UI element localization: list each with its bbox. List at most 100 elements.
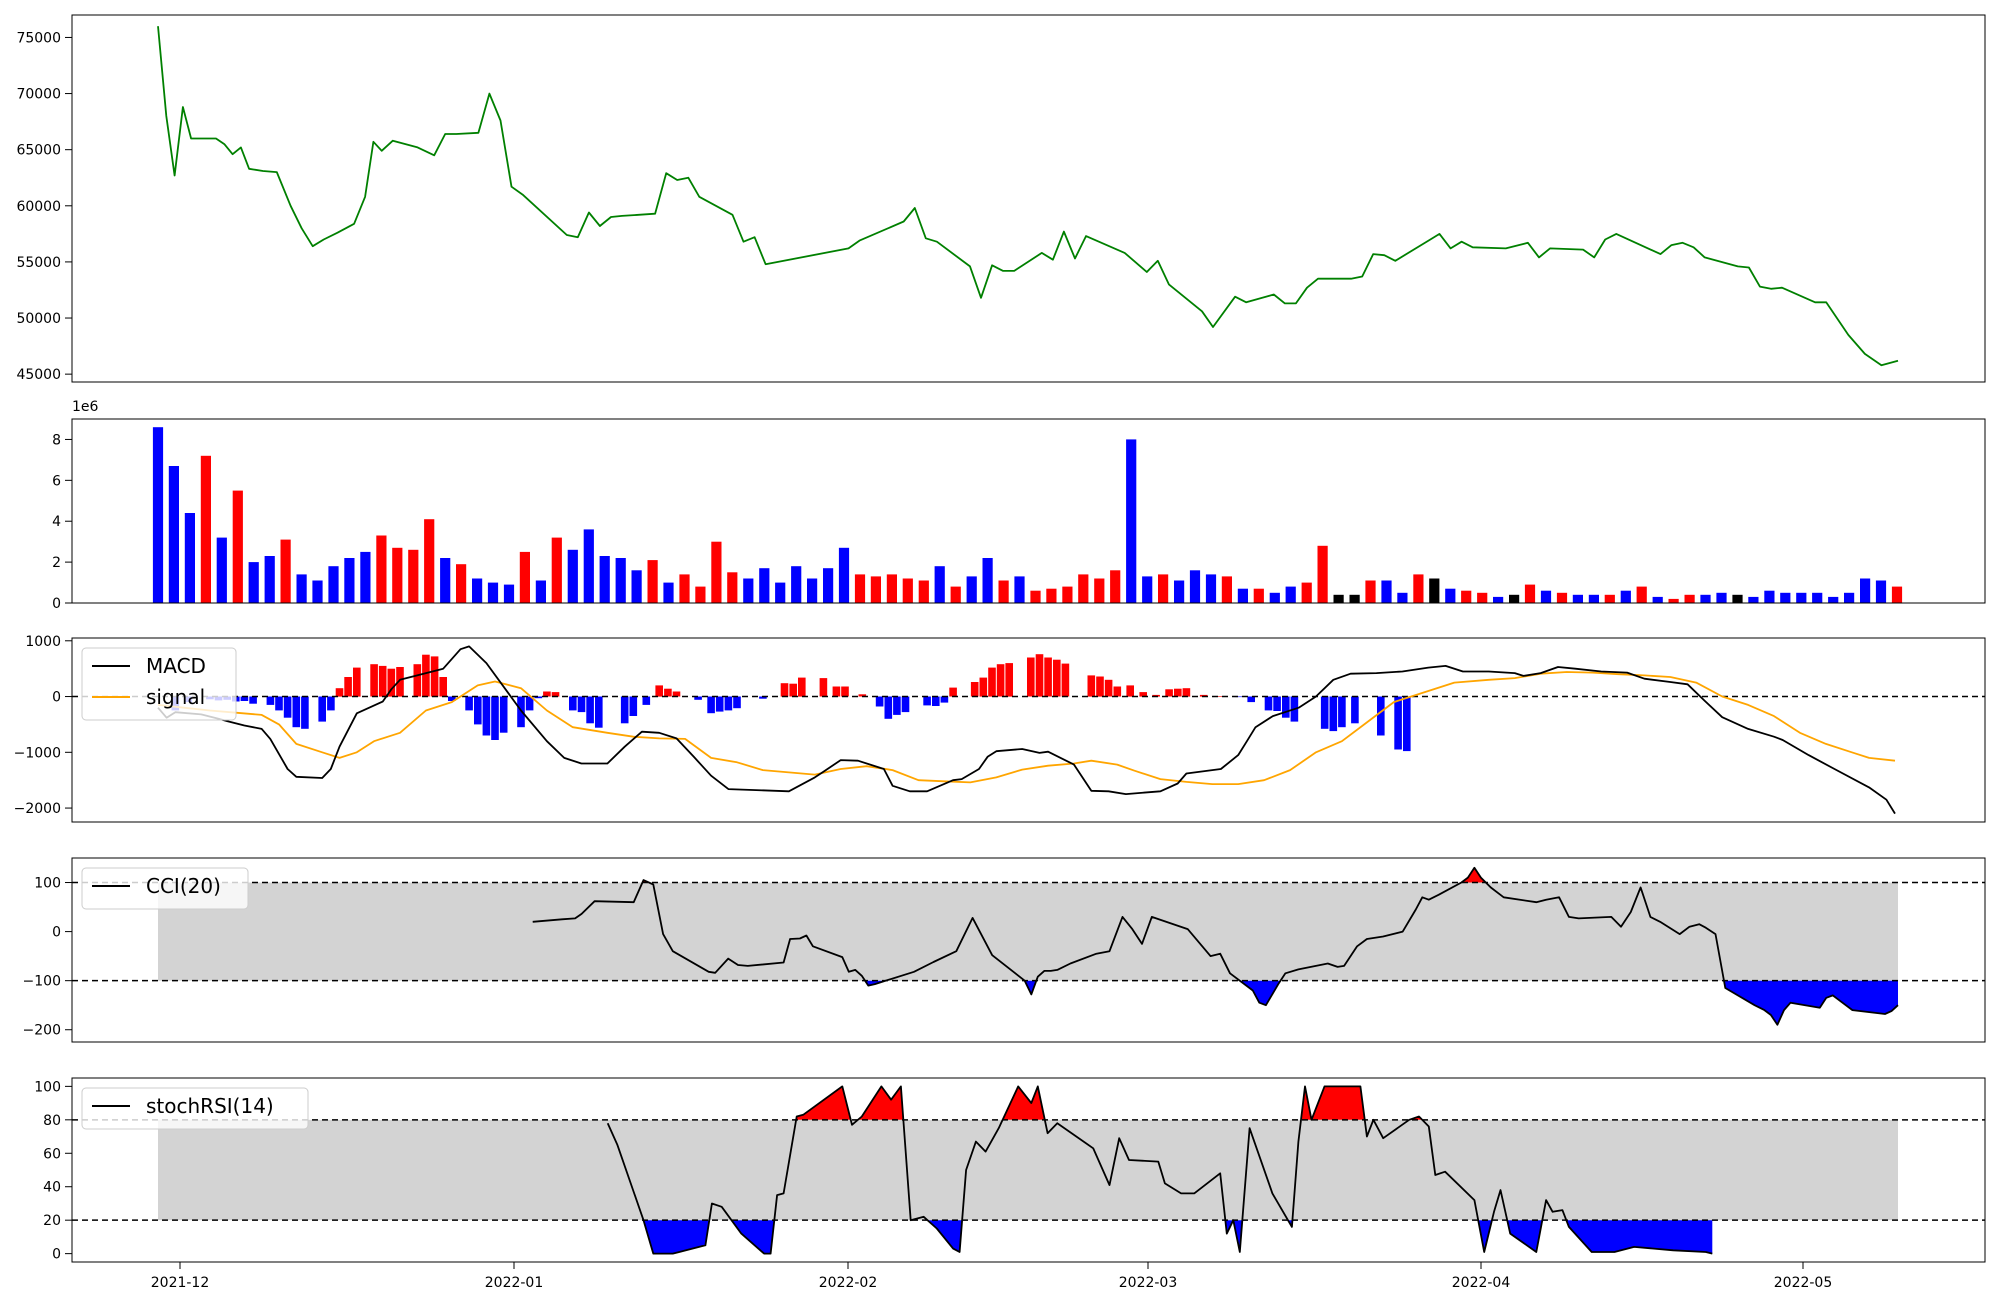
- volume-bar: [934, 566, 945, 603]
- macd-hist-bar: [595, 696, 603, 728]
- macd-hist-bar: [465, 696, 473, 711]
- y-tick-label: 1000: [25, 634, 61, 650]
- macd-hist-bar: [301, 696, 309, 729]
- macd-hist-bar: [275, 696, 283, 711]
- legend-box: [81, 867, 249, 910]
- volume-bar: [216, 537, 227, 603]
- x-tick-label: 2022-04: [1452, 1275, 1511, 1291]
- volume-bar: [1652, 596, 1663, 603]
- stochrsi-oversold-fill: [643, 1220, 710, 1254]
- legend-label-cci-20-: CCI(20): [146, 874, 221, 898]
- macd-hist-bar: [569, 696, 577, 711]
- cci-axes: −200 −100 0 100: [23, 876, 72, 1039]
- volume-bar: [456, 564, 467, 603]
- macd-hist-bar: [439, 677, 447, 697]
- volume-bar: [1588, 594, 1599, 603]
- macd-hist-bar: [586, 696, 594, 724]
- y-tick-label: 75000: [16, 30, 61, 46]
- volume-bar: [950, 586, 961, 603]
- macd-hist-bar: [1087, 675, 1096, 697]
- y-tick-label: 6: [52, 473, 61, 489]
- y-tick-label: −200: [23, 1023, 61, 1039]
- volume-bar: [1540, 590, 1552, 603]
- volume-bar: [1158, 574, 1169, 603]
- volume-bar: [615, 558, 626, 603]
- volume-bar: [775, 582, 786, 603]
- stochrsi-oversold-fill: [1507, 1220, 1543, 1252]
- macd-axes: −2000 −1000 0 1000: [14, 634, 72, 817]
- macd-hist-bar: [551, 692, 560, 697]
- volume-bar: [1668, 598, 1679, 603]
- y-tick-label: 2: [52, 555, 61, 571]
- macd-hist-bar: [724, 696, 733, 711]
- volume-bar: [1046, 588, 1057, 603]
- volume-bar: [1716, 592, 1727, 603]
- macd-hist-bar: [949, 687, 957, 697]
- volume-bar: [918, 580, 929, 603]
- volume-bar: [567, 549, 578, 603]
- macd-hist-bar: [940, 696, 949, 703]
- volume-bar: [1780, 592, 1791, 603]
- volume-bar: [854, 574, 866, 603]
- volume-bar: [1205, 574, 1217, 603]
- stochrsi-oversold-fill: [1478, 1220, 1492, 1252]
- volume-bar: [1014, 576, 1025, 603]
- macd-hist-bar: [335, 688, 344, 697]
- macd-hist-bar: [482, 696, 491, 736]
- volume-bar: [663, 582, 674, 603]
- macd-frame: [71, 637, 1986, 823]
- volume-bar: [1477, 592, 1488, 603]
- volume-bar: [1317, 545, 1328, 603]
- y-tick-label: 60: [43, 1146, 61, 1162]
- volume-bar: [982, 558, 993, 603]
- stochrsi-oversold-fill: [1566, 1220, 1713, 1254]
- macd-line: [157, 645, 1896, 815]
- y-tick-label: 0: [52, 690, 61, 706]
- macd-hist-bar: [789, 683, 797, 697]
- y-tick-label: −1000: [14, 745, 61, 761]
- macd-hist-bar: [318, 696, 326, 722]
- volume-bar: [1397, 592, 1408, 603]
- volume-bar: [440, 558, 451, 603]
- volume-bar: [807, 578, 818, 603]
- x-tick-label: 2021-12: [151, 1275, 210, 1291]
- macd-hist-bar: [672, 691, 681, 697]
- volume-bar: [1636, 586, 1647, 603]
- volume-bar: [1174, 580, 1185, 603]
- volume-bar: [1030, 590, 1041, 603]
- volume-axes: 0 2 4 6 8: [52, 432, 72, 612]
- macd-hist-bar: [979, 677, 988, 697]
- volume-bar: [344, 558, 355, 603]
- volume-bar: [1604, 594, 1615, 603]
- macd-hist-bar: [893, 696, 901, 715]
- macd-hist-bar: [283, 696, 292, 718]
- macd-hist-bar: [832, 686, 841, 697]
- volume-bar: [184, 513, 195, 603]
- macd-hist-bar: [353, 667, 361, 697]
- stochrsi-band: [158, 1119, 1898, 1221]
- macd-hist-bar: [1217, 696, 1225, 697]
- macd-hist-bar: [240, 696, 249, 701]
- macd-hist-bar: [327, 696, 335, 711]
- macd-hist-bar: [620, 696, 629, 724]
- legend-box: [81, 1087, 309, 1130]
- volume-bar: [200, 455, 211, 603]
- volume-bar: [1493, 596, 1504, 603]
- x-axis: 2021-12 2022-01 2022-02 2022-03 2022-04 2022-…: [151, 1262, 1832, 1291]
- macd-hist-bar: [1174, 688, 1182, 697]
- legend-label-macd: MACD: [146, 654, 206, 678]
- volume-bar: [583, 529, 594, 603]
- volume-bar: [168, 466, 179, 603]
- y-tick-label: 100: [34, 876, 61, 892]
- x-tick-label: 2022-03: [1119, 1275, 1178, 1291]
- macd-hist-bar: [798, 677, 806, 697]
- volume-bar: [1764, 590, 1775, 603]
- volume-bar: [679, 574, 690, 603]
- y-tick-label: 4: [52, 514, 61, 530]
- macd-hist-bar: [344, 677, 352, 697]
- volume-bar: [902, 578, 913, 603]
- volume-bar: [1556, 592, 1568, 603]
- macd-hist-bar: [422, 654, 430, 697]
- volume-bar: [1126, 439, 1137, 603]
- macd-hist-bar: [1027, 657, 1035, 697]
